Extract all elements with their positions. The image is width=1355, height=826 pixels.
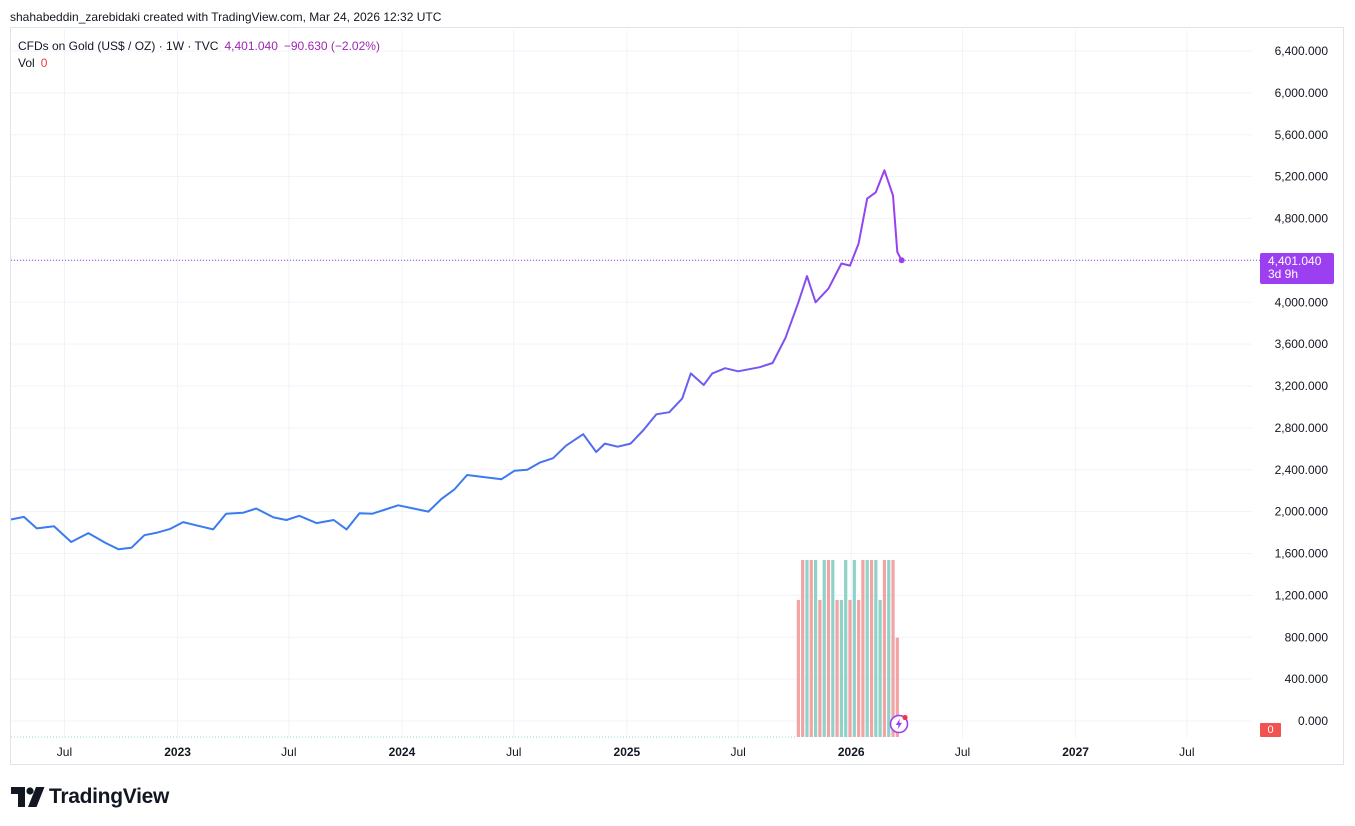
volume-bar	[861, 560, 865, 737]
y-tick-label: 5,600.000	[1275, 128, 1329, 142]
x-tick-label: 2024	[389, 745, 416, 759]
chart-frame	[10, 27, 1344, 765]
chart-legend: CFDs on Gold (US$ / OZ) · 1W · TVC 4,401.…	[18, 38, 380, 72]
volume-bar	[809, 560, 813, 737]
x-tick-label: Jul	[281, 745, 296, 759]
y-tick-label: 1,600.000	[1275, 547, 1329, 561]
symbol-legend-row[interactable]: CFDs on Gold (US$ / OZ) · 1W · TVC 4,401.…	[18, 38, 380, 55]
volume-bar	[818, 599, 822, 737]
volume-badge: 0	[1260, 723, 1281, 737]
lightning-icon[interactable]	[889, 714, 909, 734]
x-tick-label: Jul	[730, 745, 745, 759]
bar-countdown: 3d 9h	[1268, 267, 1299, 281]
x-tick-label: 2025	[614, 745, 641, 759]
volume-bar	[813, 560, 818, 737]
tradingview-logo-icon	[11, 787, 45, 807]
volume-bar	[801, 560, 805, 737]
volume-bar	[822, 560, 826, 737]
volume-bar	[848, 599, 852, 737]
volume-legend-value: 0	[40, 56, 48, 70]
x-tick-label: Jul	[955, 745, 970, 759]
price-line	[10, 169, 903, 551]
price-change-value: −90.630 (−2.02%)	[283, 39, 380, 53]
volume-bar	[826, 560, 831, 737]
grid	[11, 30, 1252, 738]
x-tick-label: 2026	[838, 745, 865, 759]
y-tick-label: 2,400.000	[1275, 463, 1329, 477]
symbol-title: CFDs on Gold (US$ / OZ) · 1W · TVC	[18, 39, 219, 53]
price-series	[10, 169, 905, 551]
y-tick-label: 5,200.000	[1275, 170, 1329, 184]
x-tick-label: 2027	[1062, 745, 1089, 759]
volume-bar	[895, 637, 899, 737]
volume-bar	[805, 560, 809, 737]
y-tick-label: 2,000.000	[1275, 505, 1329, 519]
last-price-marker	[898, 257, 905, 264]
y-tick-label: 4,800.000	[1275, 212, 1329, 226]
volume-bar	[878, 599, 882, 737]
price-axis[interactable]: 0.000 400.000 800.000 1,200.000 1,600.000 2,0…	[1275, 44, 1329, 728]
y-tick-label: 6,400.000	[1275, 44, 1329, 58]
x-tick-label: Jul	[1179, 745, 1194, 759]
y-tick-label: 4,000.000	[1275, 295, 1329, 309]
volume-bar	[882, 560, 887, 737]
volume-bar	[844, 560, 848, 737]
volume-bar	[891, 560, 895, 737]
volume-bar	[831, 560, 835, 737]
tradingview-logo[interactable]: TradingView	[11, 785, 169, 809]
chart-credit: shahabeddin_zarebidaki created with Trad…	[10, 10, 442, 24]
volume-legend-label: Vol	[18, 56, 35, 70]
volume-bars	[11, 560, 899, 738]
x-tick-label: 2023	[164, 745, 191, 759]
y-tick-label: 800.000	[1285, 630, 1329, 644]
volume-bar	[869, 560, 874, 737]
volume-bar	[865, 560, 869, 737]
last-price-value: 4,401.040	[224, 39, 278, 53]
y-tick-label: 3,600.000	[1275, 337, 1329, 351]
y-tick-label: 6,000.000	[1275, 86, 1329, 100]
y-tick-label: 3,200.000	[1275, 379, 1329, 393]
time-axis[interactable]: Jul 2023 Jul 2024 Jul 2025 Jul 2026 Jul 2027 Jul	[57, 745, 1195, 759]
volume-bar	[839, 599, 844, 737]
tradingview-wordmark: TradingView	[49, 785, 170, 808]
last-price-badge: 4,401.040 3d 9h	[1260, 253, 1334, 284]
volume-bar	[852, 560, 856, 737]
y-tick-label: 2,800.000	[1275, 421, 1329, 435]
volume-bar	[835, 599, 839, 737]
volume-bar	[874, 560, 878, 737]
y-tick-label: 1,200.000	[1275, 588, 1329, 602]
y-tick-label: 0.000	[1298, 714, 1328, 728]
volume-bar	[796, 599, 800, 737]
volume-bar	[857, 599, 861, 737]
y-tick-label: 400.000	[1285, 672, 1329, 686]
last-price-badge-value: 4,401.040	[1268, 254, 1322, 268]
x-tick-label: Jul	[506, 745, 521, 759]
volume-bar	[887, 560, 891, 737]
x-tick-label: Jul	[57, 745, 72, 759]
volume-legend-row[interactable]: Vol 0	[18, 55, 380, 72]
